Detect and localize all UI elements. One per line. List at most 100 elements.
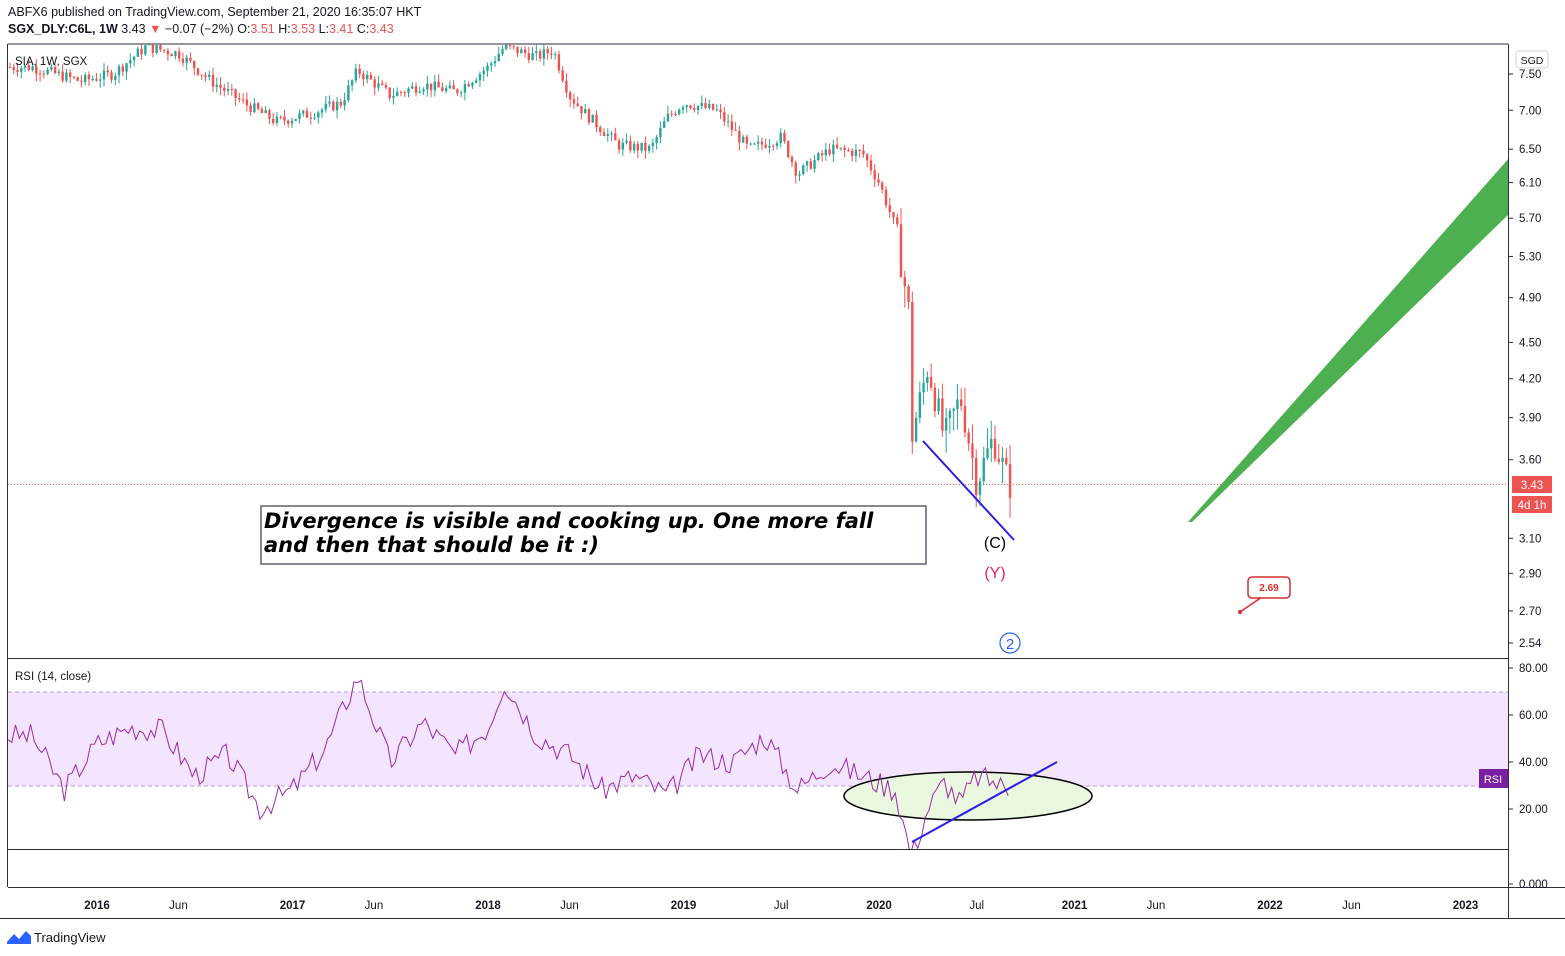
candle-body [855,150,857,156]
time-tick-label: Jul [774,900,789,912]
candle-body [719,110,721,113]
candle-body [674,114,676,115]
candle-body [411,86,413,88]
candle-body [475,80,477,82]
candle-body [832,145,834,155]
candle-body [501,49,503,54]
candle-body [437,82,439,88]
wave-label-2[interactable]: 2 [1000,633,1020,653]
price-pane [8,38,1510,540]
candle-body [708,104,710,108]
price-tick-label: 7.00 [1519,105,1541,117]
candle-body [678,110,680,115]
candle-body [415,86,417,92]
candle-body [261,109,263,113]
time-tick-label: Jun [365,900,384,912]
candle-body [798,174,800,175]
rsi-band [8,692,1508,786]
candle-body [471,83,473,86]
candle-body [561,70,563,80]
candle-body [366,75,368,79]
price-tick-label: 5.70 [1519,213,1541,225]
candle-body [212,75,214,87]
candle-body [885,190,887,205]
candle-body [866,154,868,160]
candle-body [764,145,766,148]
candle-body [231,89,233,90]
candle-body [964,406,966,432]
candle-body [761,142,763,145]
candle-body [670,114,672,115]
candle-body [268,110,270,119]
candle-body [325,104,327,110]
candle-body [310,118,312,119]
candle-body [806,161,808,165]
candle-body [892,212,894,217]
candle-body [704,103,706,108]
candle-body [298,113,300,119]
candle-body [516,47,518,54]
candle-body [167,51,169,55]
chart-canvas[interactable]: 7.507.006.506.105.705.304.904.504.203.90… [0,0,1565,918]
candle-body [828,149,830,154]
candle-body [272,119,274,123]
candle-body [994,439,996,459]
wave-label-c[interactable]: (C) [984,535,1006,552]
candle-body [633,144,635,151]
candle-body [772,146,774,147]
candle-body [189,57,191,60]
candle-body [712,104,714,110]
time-tick-label: Jun [1147,900,1166,912]
candle-body [795,162,797,175]
candle-body [317,113,319,118]
candle-body [640,143,642,151]
candle-body [69,72,71,76]
candle-body [125,63,127,71]
candle-body [434,82,436,91]
candle-body [930,377,932,388]
candle-body [306,111,308,118]
candle-body [332,102,334,111]
candle-body [637,144,639,151]
footer: TradingView [0,918,1565,956]
candle-body [983,458,985,481]
candle-body [287,121,289,124]
candle-body [629,141,631,151]
target-callout[interactable]: 2.69 [1238,577,1290,614]
tradingview-logo-icon[interactable] [6,928,32,946]
candle-body [133,57,135,60]
countdown-tag: 4d 1h [1512,496,1552,513]
footer-brand[interactable]: TradingView [34,930,106,945]
candle-body [419,91,421,92]
candle-body [234,89,236,98]
candle-body [373,79,375,87]
currency-badge[interactable]: SGD [1516,51,1548,68]
candle-body [776,143,778,146]
rsi-title: RSI (14, close) [15,671,91,683]
candle-body [577,104,579,106]
price-axis[interactable]: 7.507.006.506.105.705.304.904.504.203.90… [1508,69,1542,650]
annotation-box[interactable]: Divergence is visible and cooking up. On… [261,506,926,564]
candle-body [783,133,785,141]
candle-body [907,286,909,302]
wave-trendline[interactable] [923,441,1014,540]
projection-arrow[interactable] [1188,157,1510,522]
candle-body [663,121,665,127]
candle-body [201,75,203,76]
candle-body [986,448,988,458]
candle-body [182,59,184,63]
candle-body [174,51,176,56]
candle-body [92,79,94,80]
candle-body [723,112,725,121]
price-tick-label: 3.10 [1519,533,1541,545]
candle-body [644,143,646,151]
candle-body [701,103,703,106]
wave-label-y[interactable]: (Y) [984,565,1005,582]
candle-body [445,88,447,91]
rsi-tick-label: 40.00 [1519,757,1548,769]
candle-body [400,92,402,93]
rsi-tick-label: 20.00 [1519,804,1548,816]
candle-body [1009,464,1011,498]
